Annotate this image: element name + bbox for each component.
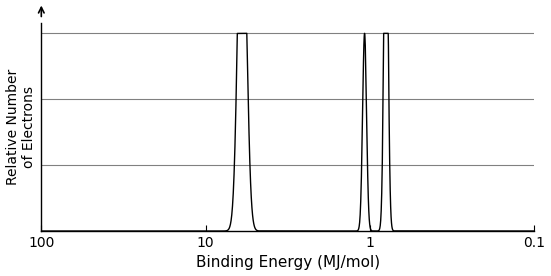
Y-axis label: Relative Number
of Electrons: Relative Number of Electrons <box>6 69 36 185</box>
X-axis label: Binding Energy (MJ/mol): Binding Energy (MJ/mol) <box>196 256 380 270</box>
